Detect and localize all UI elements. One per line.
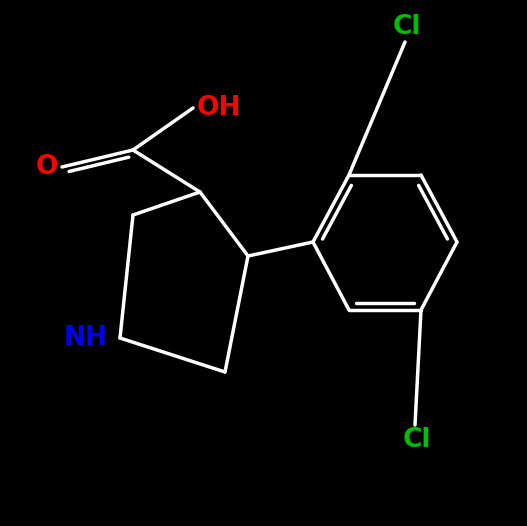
Text: OH: OH [197,95,241,121]
Text: O: O [35,154,58,180]
Text: Cl: Cl [403,427,431,453]
Text: NH: NH [64,325,108,351]
Text: Cl: Cl [393,14,421,40]
